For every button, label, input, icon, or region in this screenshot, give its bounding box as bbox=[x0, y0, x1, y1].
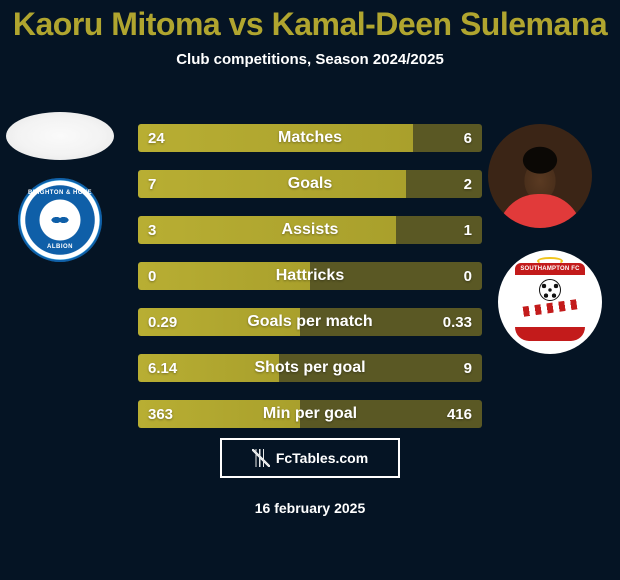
vs-separator: vs bbox=[229, 6, 264, 42]
stat-value-left: 6.14 bbox=[138, 354, 187, 382]
player2-club-crest: SOUTHAMPTON FC bbox=[498, 250, 602, 354]
stat-label: Shots per goal bbox=[138, 354, 482, 382]
stat-value-left: 7 bbox=[138, 170, 166, 198]
stat-row: Matches24 6 bbox=[138, 124, 482, 152]
stat-label: Goals bbox=[138, 170, 482, 198]
stat-value-right: 1 bbox=[454, 216, 482, 244]
fctables-logo-icon bbox=[252, 449, 270, 467]
stat-row: Shots per goal6.14 9 bbox=[138, 354, 482, 382]
generation-date: 16 february 2025 bbox=[0, 500, 620, 516]
stat-label: Min per goal bbox=[138, 400, 482, 428]
stat-label: Matches bbox=[138, 124, 482, 152]
player1-name: Kaoru Mitoma bbox=[13, 6, 220, 42]
crest2-top-text: SOUTHAMPTON FC bbox=[515, 263, 585, 275]
stat-row: Min per goal363 416 bbox=[138, 400, 482, 428]
stat-value-right: 2 bbox=[454, 170, 482, 198]
stats-container: Matches24 6 Goals7 2 Assists3 1 Hattricks0 0 Goa… bbox=[138, 124, 482, 446]
stat-value-left: 0.29 bbox=[138, 308, 187, 336]
comparison-title: Kaoru Mitoma vs Kamal-Deen Sulemana bbox=[0, 0, 620, 43]
stat-value-left: 3 bbox=[138, 216, 166, 244]
player2-name: Kamal-Deen Sulemana bbox=[272, 6, 608, 42]
stat-row: Hattricks0 0 bbox=[138, 262, 482, 290]
stat-row: Goals7 2 bbox=[138, 170, 482, 198]
player2-avatar bbox=[488, 124, 592, 228]
player1-avatar bbox=[6, 112, 114, 160]
watermark-box: FcTables.com bbox=[220, 438, 400, 478]
stat-row: Goals per match0.29 0.33 bbox=[138, 308, 482, 336]
stat-label: Hattricks bbox=[138, 262, 482, 290]
watermark-text: FcTables.com bbox=[276, 450, 368, 466]
stat-value-right: 0 bbox=[454, 262, 482, 290]
stat-value-right: 9 bbox=[454, 354, 482, 382]
stat-label: Assists bbox=[138, 216, 482, 244]
player1-club-crest bbox=[18, 178, 102, 262]
stat-value-right: 6 bbox=[454, 124, 482, 152]
stat-label: Goals per match bbox=[138, 308, 482, 336]
stat-value-left: 0 bbox=[138, 262, 166, 290]
stat-value-right: 416 bbox=[437, 400, 482, 428]
stat-row: Assists3 1 bbox=[138, 216, 482, 244]
subtitle: Club competitions, Season 2024/2025 bbox=[0, 51, 620, 68]
stat-value-left: 24 bbox=[138, 124, 175, 152]
stat-value-left: 363 bbox=[138, 400, 183, 428]
stat-value-right: 0.33 bbox=[433, 308, 482, 336]
